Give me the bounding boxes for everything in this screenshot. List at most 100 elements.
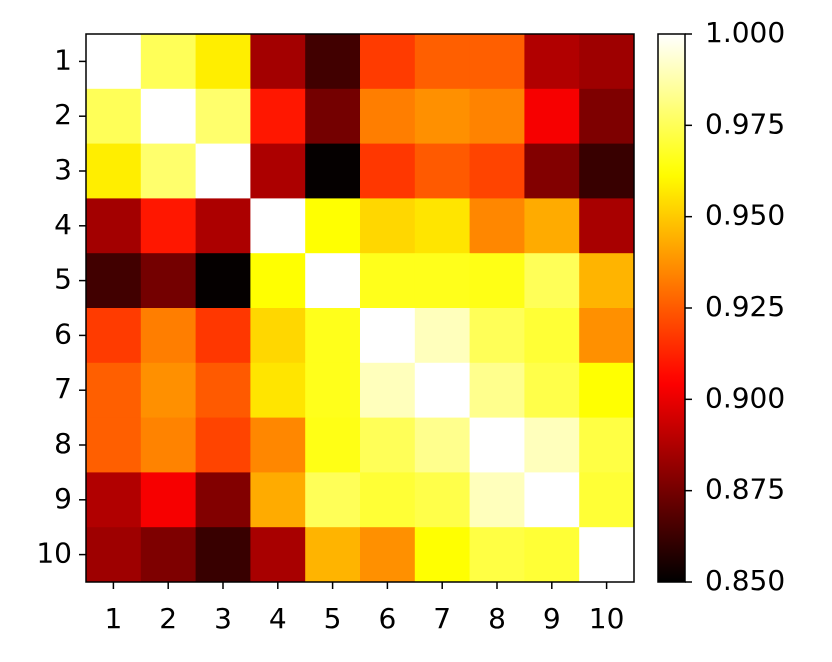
- heatmap-cell: [469, 88, 525, 145]
- heatmap-cell: [305, 362, 361, 419]
- heatmap-cell: [195, 143, 251, 199]
- y-tick-label: 8: [54, 427, 72, 460]
- heatmap-cell: [414, 198, 471, 254]
- heatmap-cell: [579, 362, 635, 419]
- heatmap-cell: [579, 472, 635, 528]
- heatmap-cell: [469, 417, 525, 473]
- heatmap-cell: [250, 143, 306, 199]
- heatmap-cell: [360, 417, 416, 473]
- heatmap-cell: [250, 417, 306, 473]
- heatmap-cell: [250, 88, 306, 145]
- heatmap-cell: [195, 362, 251, 419]
- heatmap-cell: [305, 253, 361, 309]
- x-tick-label: 7: [433, 602, 451, 635]
- x-tick-label: 3: [214, 602, 232, 635]
- heatmap-cell: [579, 253, 635, 309]
- heatmap-cell: [360, 143, 416, 199]
- heatmap-cell: [250, 308, 306, 364]
- colorbar-tick-label: 0.975: [705, 107, 785, 140]
- heatmap-cell: [469, 362, 525, 419]
- heatmap-cell: [305, 527, 361, 583]
- heatmap-cell: [524, 362, 580, 419]
- heatmap-cell: [524, 198, 580, 254]
- heatmap-cell: [414, 253, 471, 309]
- heatmap-cell: [360, 253, 416, 309]
- heatmap-cell: [195, 253, 251, 309]
- y-tick-label: 6: [54, 317, 72, 350]
- heatmap-cell: [305, 417, 361, 473]
- heatmap-cell: [86, 417, 142, 473]
- heatmap-cell: [524, 143, 580, 199]
- y-tick-label: 5: [54, 263, 72, 296]
- heatmap-cell: [524, 34, 580, 90]
- heatmap-cell: [140, 34, 197, 90]
- y-tick-label: 1: [54, 43, 72, 76]
- heatmap-cell: [250, 527, 306, 583]
- heatmap-cell: [524, 88, 580, 145]
- heatmap-cell: [86, 527, 142, 583]
- heatmap-cell: [305, 472, 361, 528]
- heatmap-cell: [469, 198, 525, 254]
- heatmap-cell: [140, 88, 197, 145]
- heatmap-cell: [250, 34, 306, 90]
- heatmap-cell: [86, 88, 142, 145]
- heatmap-cell: [305, 198, 361, 254]
- heatmap-cell: [195, 34, 251, 90]
- colorbar-tick-label: 0.850: [705, 564, 785, 597]
- heatmap-cell: [414, 362, 471, 419]
- heatmap-cell: [414, 472, 471, 528]
- x-tick-label: 1: [104, 602, 122, 635]
- heatmap-cell: [195, 527, 251, 583]
- y-tick-label: 9: [54, 482, 72, 515]
- heatmap-cell: [360, 527, 416, 583]
- heatmap-cell: [140, 198, 197, 254]
- heatmap-cell: [524, 527, 580, 583]
- heatmap-cell: [579, 34, 635, 90]
- heatmap-cell: [469, 308, 525, 364]
- heatmap-cell: [140, 143, 197, 199]
- heatmap-cell: [360, 472, 416, 528]
- heatmap-cell: [469, 253, 525, 309]
- heatmap-cell: [140, 527, 197, 583]
- x-tick-label: 5: [324, 602, 342, 635]
- heatmap-cell: [195, 308, 251, 364]
- heatmap-cell: [140, 308, 197, 364]
- x-tick-label: 2: [159, 602, 177, 635]
- heatmap-cell: [140, 417, 197, 473]
- heatmap-cell: [360, 88, 416, 145]
- y-tick-label: 7: [54, 372, 72, 405]
- heatmap-cell: [250, 362, 306, 419]
- heatmap-cell: [140, 253, 197, 309]
- heatmap-cell: [469, 472, 525, 528]
- heatmap-cell: [195, 472, 251, 528]
- heatmap-cell: [360, 362, 416, 419]
- heatmap-cell: [140, 362, 197, 419]
- heatmap-cell: [579, 417, 635, 473]
- heatmap-cell: [86, 253, 142, 309]
- heatmap-cell: [86, 198, 142, 254]
- heatmap-cell: [305, 88, 361, 145]
- heatmap-cell: [524, 472, 580, 528]
- x-tick-label: 8: [488, 602, 506, 635]
- y-tick-label: 2: [54, 98, 72, 131]
- x-tick-label: 4: [269, 602, 287, 635]
- heatmap-cell: [195, 88, 251, 145]
- heatmap-cell: [469, 143, 525, 199]
- x-tick-label: 9: [543, 602, 561, 635]
- heatmap-cell: [524, 253, 580, 309]
- heatmap-cell: [86, 472, 142, 528]
- y-tick-label: 3: [54, 153, 72, 186]
- heatmap-cell: [414, 143, 471, 199]
- heatmap-cell: [524, 417, 580, 473]
- heatmap-cell: [414, 34, 471, 90]
- y-tick-label: 4: [54, 208, 72, 241]
- heatmap-cell: [579, 143, 635, 199]
- heatmap-cell: [524, 308, 580, 364]
- colorbar-tick-label: 0.925: [705, 290, 785, 323]
- heatmap-cell: [140, 472, 197, 528]
- heatmap-cell: [579, 198, 635, 254]
- heatmap-cell: [414, 308, 471, 364]
- heatmap-cell: [360, 308, 416, 364]
- heatmap-cell: [86, 34, 142, 90]
